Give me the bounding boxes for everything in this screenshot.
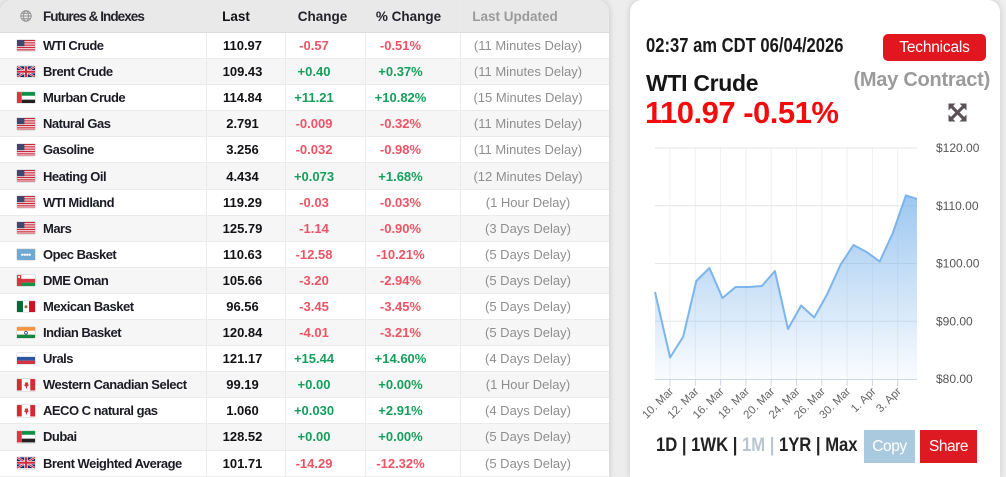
- svg-text:$120.00: $120.00: [936, 141, 980, 155]
- svg-text:$90.00: $90.00: [936, 314, 973, 328]
- svg-text:1. Apr: 1. Apr: [849, 385, 879, 415]
- svg-text:$100.00: $100.00: [936, 257, 980, 271]
- svg-text:$80.00: $80.00: [936, 372, 973, 386]
- svg-text:$110.00: $110.00: [936, 199, 979, 213]
- svg-text:3. Apr: 3. Apr: [874, 385, 904, 415]
